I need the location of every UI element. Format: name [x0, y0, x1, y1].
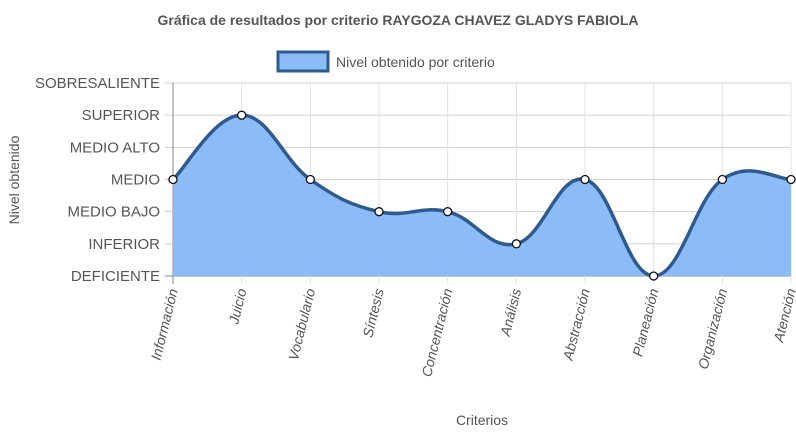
- x-tick-label: Información: [148, 287, 181, 362]
- x-tick-label: Vocabulario: [285, 287, 318, 362]
- data-point-5[interactable]: [443, 207, 453, 217]
- x-tick-label: Análisis: [497, 287, 524, 339]
- y-tick-label: MEDIO BAJO: [67, 204, 160, 221]
- series-area-fill: [173, 115, 791, 277]
- y-tick-label: MEDIO ALTO: [70, 139, 160, 156]
- data-point-9[interactable]: [717, 174, 727, 185]
- y-axis-ticks: DEFICIENTE INFERIOR MEDIO BAJO MEDIO MEDIO A…: [35, 75, 160, 285]
- x-tick-label: Síntesis: [359, 287, 387, 339]
- y-tick-label: DEFICIENTE: [71, 268, 160, 285]
- y-tick-label: INFERIOR: [88, 236, 160, 253]
- data-point-7[interactable]: [580, 174, 590, 185]
- x-tick-label: Juicio: [225, 287, 249, 327]
- data-point-8[interactable]: [649, 271, 659, 281]
- series-line: [171, 113, 792, 278]
- x-tick-label: Concentración: [418, 287, 455, 379]
- x-tick-label: Abstracción: [559, 287, 593, 363]
- chart-title: Gráfica de resultados por criterio RAYGO…: [157, 12, 638, 28]
- data-point-2[interactable]: [237, 110, 247, 120]
- data-point-1[interactable]: [168, 174, 178, 185]
- point-layer: [168, 110, 796, 281]
- y-tick-label: SUPERIOR: [82, 107, 161, 124]
- y-axis-title: Nivel obtenido: [6, 135, 22, 224]
- x-tick-label: Planeación: [629, 287, 661, 358]
- x-tick-label: Atención: [770, 287, 796, 345]
- x-axis-ticks: Información Juicio Vocabulario Síntesis Conc…: [148, 287, 796, 379]
- legend-label: Nivel obtenido por criterio: [336, 54, 495, 70]
- x-axis-title: Criterios: [456, 412, 508, 428]
- y-tick-label: MEDIO: [111, 172, 160, 189]
- data-point-10[interactable]: [786, 174, 796, 185]
- legend[interactable]: Nivel obtenido por criterio: [276, 50, 495, 73]
- data-point-4[interactable]: [374, 207, 384, 217]
- data-point-3[interactable]: [305, 174, 315, 185]
- data-point-6[interactable]: [511, 239, 521, 249]
- x-tick-label: Organización: [695, 287, 731, 371]
- y-tick-label: SOBRESALIENTE: [35, 75, 160, 92]
- legend-swatch: [276, 50, 330, 73]
- area-layer: [171, 113, 792, 278]
